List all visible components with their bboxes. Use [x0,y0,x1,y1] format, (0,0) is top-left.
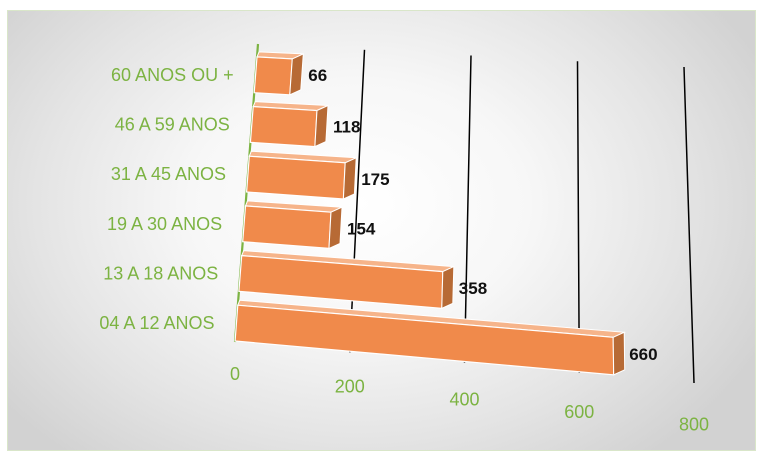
chart-frame [7,10,756,451]
x-tick-label: 800 [679,415,709,435]
category-label: 19 A 30 ANOS [107,214,222,234]
value-label: 175 [361,170,389,189]
value-label: 66 [308,66,327,85]
value-label: 358 [459,279,487,298]
gridline-800 [683,66,695,384]
category-labels: 60 ANOS OU + 46 A 59 ANOS 31 A 45 ANOS 19 A… [99,65,233,333]
value-label: 118 [333,118,360,137]
x-tick-label: 600 [564,402,594,422]
bar [242,200,343,250]
category-label: 13 A 18 ANOS [103,264,218,284]
bar [253,51,304,96]
category-label: 31 A 45 ANOS [111,164,226,184]
x-tick-label: 400 [449,389,479,409]
category-label: 04 A 12 ANOS [99,313,214,333]
bar [234,299,627,376]
bars [234,51,627,376]
x-tick-label: 0 [230,364,240,384]
gridline-200 [349,49,366,353]
category-label: 60 ANOS OU + [111,65,234,85]
value-label: 660 [629,345,657,364]
x-tick-labels: 0 200 400 600 800 [230,364,709,435]
category-axis [233,43,260,343]
gridline-400 [463,55,472,363]
bar [238,250,455,310]
value-label: 154 [347,219,376,238]
gridline-600 [576,61,581,373]
bar [245,150,357,200]
bar [249,101,329,148]
x-tick-label: 200 [335,377,365,397]
category-axis-line [233,43,260,343]
value-labels: 66 118 175 154 358 660 [308,66,657,364]
category-label: 46 A 59 ANOS [115,115,230,135]
